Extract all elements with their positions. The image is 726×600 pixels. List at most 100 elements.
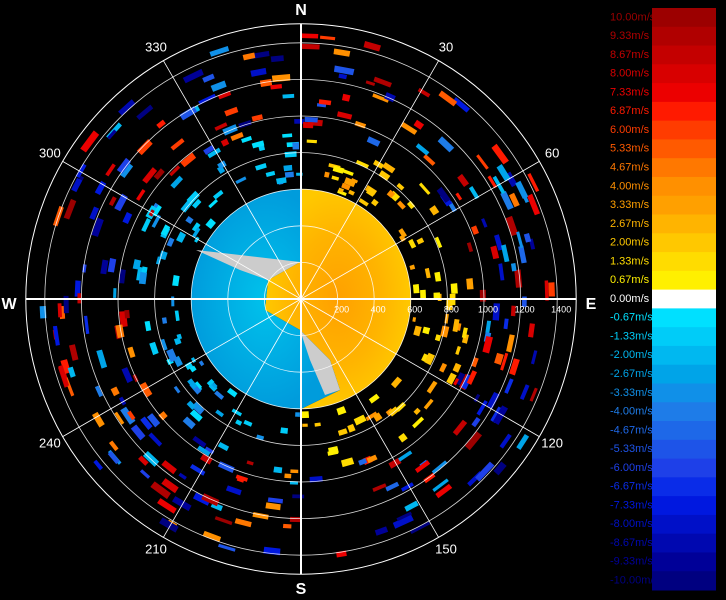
echo-cell — [93, 459, 103, 471]
colorbar-swatch — [652, 458, 716, 478]
echo-cell — [348, 189, 355, 196]
echo-cell — [63, 295, 69, 314]
echo-cell — [171, 496, 192, 512]
colorbar-swatch — [652, 45, 716, 65]
echo-cell — [267, 497, 283, 504]
echo-cell — [332, 165, 345, 174]
echo-cell — [282, 133, 293, 138]
echo-cell — [152, 204, 162, 217]
compass-label: S — [296, 581, 307, 598]
echo-cell — [214, 516, 233, 526]
echo-cell — [189, 464, 206, 476]
echo-cell — [413, 119, 425, 130]
colorbar-swatch — [652, 477, 716, 497]
colorbar-swatch — [652, 83, 716, 103]
echo-cell — [153, 168, 165, 180]
echo-cell — [341, 93, 351, 102]
echo-cell — [60, 359, 71, 375]
echo-cell — [437, 136, 455, 153]
colorbar-swatch — [652, 8, 716, 28]
echo-cell — [283, 164, 293, 172]
colorbar-label: -7.33m/s — [610, 499, 653, 511]
echo-cell — [205, 218, 216, 229]
colorbar: 10.00m/s 9.33m/s 8.67m/s 8.00m/s 7.33m/s 6.87… — [610, 8, 716, 591]
echo-cell — [94, 180, 107, 196]
echo-cell — [370, 198, 379, 207]
colorbar-label: -4.67m/s — [610, 424, 653, 436]
echo-cell — [544, 280, 549, 301]
echo-cell — [424, 352, 436, 366]
echo-cell — [453, 378, 460, 386]
echo-cell — [270, 55, 284, 63]
echo-cell — [114, 193, 128, 212]
echo-cell — [504, 378, 514, 394]
colorbar-label: 3.33m/s — [610, 199, 650, 211]
echo-cell — [423, 398, 434, 410]
echo-cell — [499, 433, 512, 449]
colorbar-label: -5.33m/s — [610, 443, 653, 455]
echo-cell — [202, 73, 215, 83]
echo-cell — [434, 271, 442, 282]
colorbar-label: -3.33m/s — [610, 387, 653, 399]
echo-cell — [214, 390, 225, 400]
echo-cell — [519, 384, 530, 401]
echo-cell — [189, 409, 203, 422]
colorbar-swatch — [652, 120, 716, 140]
colorbar-swatch — [652, 402, 716, 422]
colorbar-swatch — [652, 308, 716, 328]
azimuth-label: 120 — [541, 435, 563, 450]
echo-cell — [294, 118, 305, 124]
echo-cell — [372, 483, 387, 492]
echo-cell — [146, 413, 161, 428]
echo-cell — [174, 310, 180, 322]
echo-cell — [530, 350, 538, 365]
echo-cell — [471, 417, 481, 428]
echo-cell — [71, 177, 83, 193]
colorbar-swatch — [652, 270, 716, 291]
echo-cell — [471, 357, 479, 368]
echo-cell — [413, 407, 421, 416]
echo-cell — [242, 52, 256, 61]
echo-cell — [509, 358, 520, 376]
echo-cell — [431, 460, 448, 474]
echo-cell — [136, 104, 154, 120]
echo-cell — [89, 206, 100, 220]
echo-cell — [139, 469, 151, 479]
echo-cell — [235, 419, 243, 426]
echo-cell — [282, 523, 292, 529]
echo-cell — [372, 412, 383, 422]
echo-cell — [452, 419, 468, 436]
echo-cell — [273, 466, 283, 474]
echo-cell — [401, 482, 414, 492]
echo-cell — [259, 78, 273, 88]
spoke — [62, 298, 302, 437]
echo-cell — [500, 352, 509, 371]
colorbar-label: 8.67m/s — [610, 49, 650, 61]
colorbar-label: -0.67m/s — [610, 312, 653, 324]
echo-cell — [238, 120, 252, 129]
echo-cell — [208, 198, 218, 209]
range-label: 600 — [407, 304, 422, 314]
echo-cell — [347, 423, 356, 433]
colorbar-label: -6.00m/s — [610, 462, 653, 474]
echo-cell — [392, 514, 414, 529]
echo-cell — [186, 400, 196, 411]
colorbar-swatch — [652, 101, 716, 122]
echo-cell — [68, 344, 79, 361]
echo-cell — [492, 405, 509, 425]
azimuth-label: 210 — [145, 542, 167, 557]
echo-cell — [169, 165, 181, 177]
echo-cell — [141, 217, 151, 232]
echo-cell — [527, 323, 535, 338]
echo-cell — [115, 324, 125, 339]
echo-cell — [318, 99, 332, 106]
azimuth-label: 30 — [439, 39, 453, 54]
echo-cell — [423, 472, 436, 484]
echo-cell — [159, 517, 179, 533]
echo-cell — [423, 154, 436, 166]
echo-cell — [224, 106, 239, 117]
echo-cell — [388, 457, 402, 469]
echo-cell — [107, 129, 117, 140]
colorbar-swatch — [652, 176, 716, 197]
